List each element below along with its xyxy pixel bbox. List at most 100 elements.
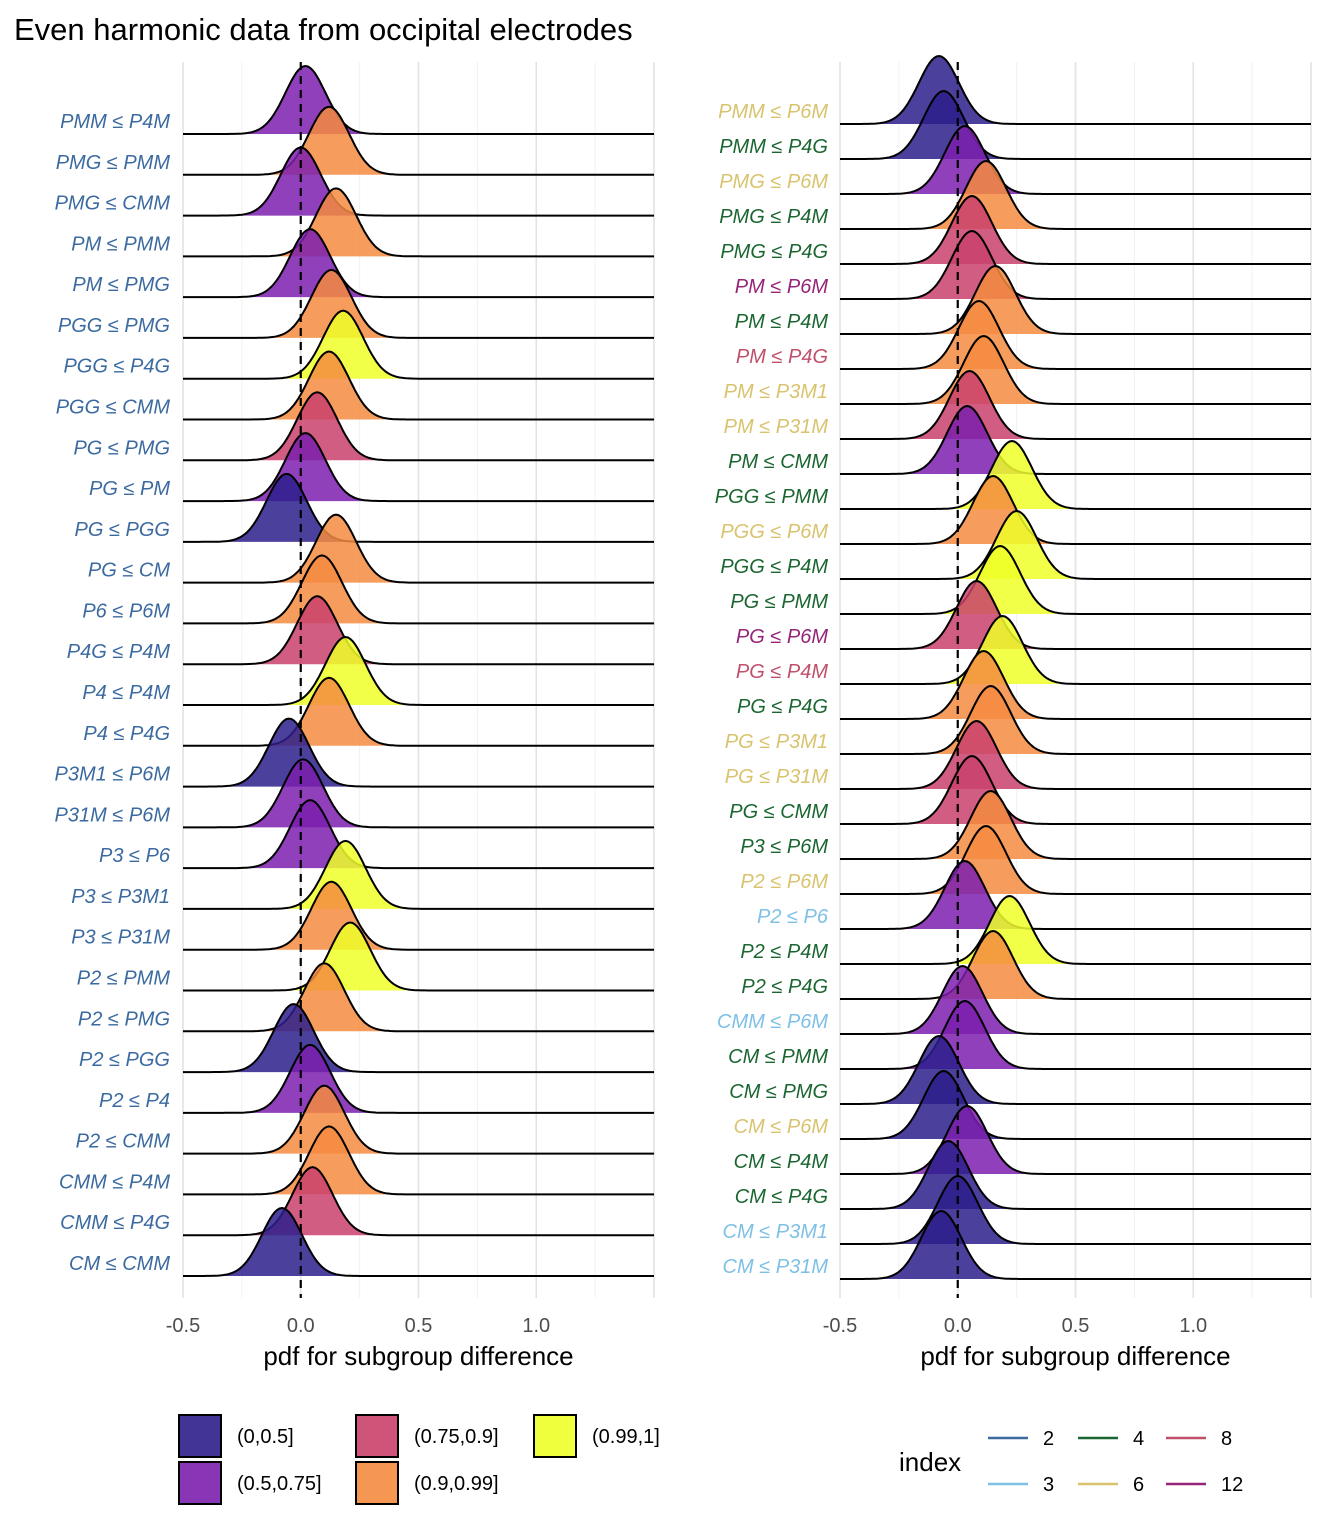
x-tick-label: 1.0 (1179, 1315, 1207, 1337)
legend-label: (0.5,0.75] (237, 1473, 322, 1495)
ridge-outline (183, 880, 654, 951)
legend-swatch (533, 1414, 577, 1458)
ridge-outline (840, 1174, 1311, 1245)
chart-title: Even harmonic data from occipital electr… (14, 12, 633, 47)
ridge-outline (840, 719, 1311, 790)
left-panel: PMM ≤ P4M PMG ≤ PMM PMG ≤ CMM PM ≤ PMM PM ≤ … (55, 62, 655, 1371)
legend-label: 8 (1221, 1428, 1232, 1450)
ridge-outline (840, 1034, 1311, 1105)
y-tick-label: CM ≤ PMG (729, 1081, 828, 1103)
x-tick-label: 1.0 (522, 1315, 550, 1337)
y-tick-label: P2 ≤ PGG (79, 1049, 170, 1071)
y-tick-label: P2 ≤ PMG (78, 1008, 170, 1030)
legend-label: 3 (1043, 1474, 1054, 1496)
ridge-outline (183, 554, 654, 625)
ridge-outline (840, 124, 1311, 195)
ridge-outline (840, 649, 1311, 720)
ridge-outline (840, 684, 1311, 755)
y-tick-label: PG ≤ CM (88, 560, 170, 582)
y-tick-label: PG ≤ PM (89, 478, 170, 500)
fill-legend: (0,0.5] (0.5,0.75] (0.75,0.9] (0.9,0.99] (0.… (178, 1414, 660, 1505)
legend-label: (0.99,1] (592, 1426, 660, 1448)
ridge-outline (840, 1209, 1311, 1280)
ridge-outline (183, 1084, 654, 1155)
x-axis-title: pdf for subgroup difference (920, 1341, 1230, 1371)
ridge-outline (183, 1206, 654, 1277)
y-tick-label: PGG ≤ P4G (63, 356, 170, 378)
ridge-outline (840, 929, 1311, 1000)
y-tick-label: PMM ≤ P6M (718, 101, 828, 123)
y-tick-label: PM ≤ P4G (736, 346, 828, 368)
y-tick-label: PG ≤ P4G (737, 696, 828, 718)
y-tick-label: PM ≤ P4M (735, 311, 829, 333)
index-legend: index 2 3 4 6 8 12 (899, 1428, 1243, 1496)
ridge-outline (183, 64, 654, 135)
y-tick-label: PM ≤ PMG (72, 274, 170, 296)
ridge-outline (840, 194, 1311, 265)
right-panel: PMM ≤ P6M PMM ≤ P4G PMG ≤ P6M PMG ≤ P4M PMG … (715, 54, 1312, 1371)
grid-lines (839, 62, 1312, 1298)
ridge-outline (840, 159, 1311, 230)
ridge-outline (183, 839, 654, 910)
y-tick-label: PG ≤ P6M (736, 626, 828, 648)
legend-label: 6 (1133, 1474, 1144, 1496)
ridge-outline (183, 1125, 654, 1196)
ridge-outline (840, 229, 1311, 300)
ridge-outline (183, 228, 654, 299)
y-tick-label: P2 ≤ P6 (757, 906, 829, 928)
legend-label: 2 (1043, 1428, 1054, 1450)
y-tick-label: P3 ≤ P6M (740, 836, 828, 858)
x-tick-labels: -0.5 0.0 0.5 1.0 (166, 1315, 550, 1337)
y-tick-label: CM ≤ P6M (734, 1116, 829, 1138)
legend-label: (0,0.5] (237, 1426, 294, 1448)
y-labels: PMM ≤ P4M PMG ≤ PMM PMG ≤ CMM PM ≤ PMM PM ≤ … (55, 111, 171, 1275)
legend-label: (0.75,0.9] (414, 1426, 499, 1448)
y-tick-label: PMG ≤ P4G (720, 241, 828, 263)
x-tick-labels: -0.5 0.0 0.5 1.0 (823, 1315, 1207, 1337)
y-tick-label: PGG ≤ PMG (58, 315, 170, 337)
ridge-outline (183, 1003, 654, 1074)
y-tick-label: CM ≤ P4M (734, 1151, 829, 1173)
x-tick-label: -0.5 (166, 1315, 200, 1337)
y-tick-label: P2 ≤ P4 (99, 1090, 170, 1112)
ridge-fill (840, 1211, 1311, 1279)
y-tick-label: PGG ≤ CMM (56, 397, 171, 419)
ridge-outline (840, 299, 1311, 370)
y-tick-label: P2 ≤ PMM (77, 968, 171, 990)
ridge-outline (183, 309, 654, 380)
ridge-outline (183, 105, 654, 176)
legend-label: (0.9,0.99] (414, 1473, 499, 1495)
ridge-outline (840, 964, 1311, 1035)
y-tick-label: PMG ≤ PMM (56, 152, 171, 174)
ridge-fill (183, 555, 654, 624)
ridge-outline (840, 369, 1311, 440)
ridge-outline (840, 789, 1311, 860)
ridge-outline (840, 544, 1311, 615)
y-tick-label: P4 ≤ P4M (82, 682, 170, 704)
ridge-fill (183, 596, 654, 665)
ridge-outline (183, 391, 654, 462)
y-tick-label: CM ≤ P31M (723, 1256, 829, 1278)
x-tick-label: 0.0 (287, 1315, 315, 1337)
ridge-fill (840, 581, 1311, 649)
ridge-outline (840, 509, 1311, 580)
y-tick-label: CM ≤ P3M1 (723, 1221, 828, 1243)
x-tick-label: 0.5 (405, 1315, 433, 1337)
ridge-outline (183, 513, 654, 584)
y-tick-label: P3 ≤ P31M (71, 927, 170, 949)
ridge-outline (183, 268, 654, 339)
y-tick-label: P4 ≤ P4G (83, 723, 170, 745)
y-tick-label: PG ≤ P4M (736, 661, 828, 683)
legend-swatch (355, 1414, 399, 1458)
legend-swatch (178, 1461, 222, 1505)
ridge-outline (840, 89, 1311, 160)
y-tick-label: PG ≤ P31M (725, 766, 829, 788)
y-tick-label: P3 ≤ P3M1 (71, 886, 170, 908)
y-tick-label: PMM ≤ P4G (719, 136, 828, 158)
y-tick-label: P3 ≤ P6 (99, 845, 171, 867)
ridge-outline (183, 962, 654, 1033)
y-labels: PMM ≤ P6M PMM ≤ P4G PMG ≤ P6M PMG ≤ P4M PMG … (715, 101, 829, 1278)
ridge-fill (840, 301, 1311, 369)
legend-swatch (355, 1461, 399, 1505)
